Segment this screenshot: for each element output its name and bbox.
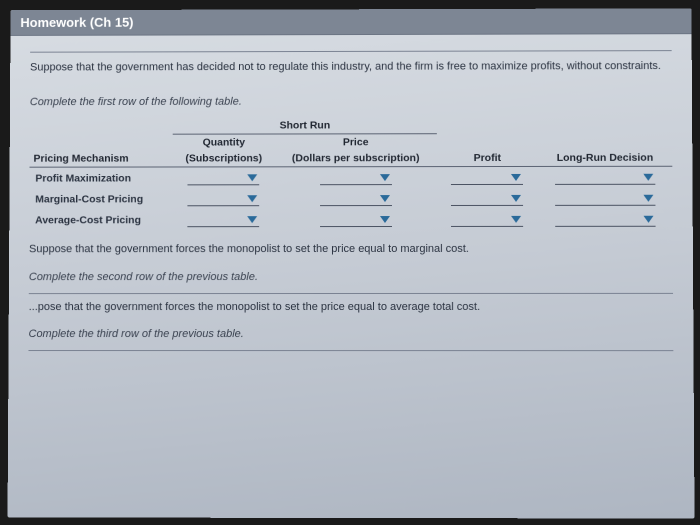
col-qty-sub: (Subscriptions) <box>173 151 275 168</box>
prompt-text-3: ...pose that the government forces the m… <box>29 300 673 314</box>
instruction-1: Complete the first row of the following … <box>30 95 672 108</box>
instruction-3: Complete the third row of the previous t… <box>29 328 674 340</box>
dropdown-lrd-1[interactable] <box>555 191 655 206</box>
chevron-down-icon <box>511 174 521 181</box>
col-mechanism: Pricing Mechanism <box>29 151 173 168</box>
col-qty: Quantity <box>173 134 274 151</box>
dropdown-profit-1[interactable] <box>451 191 523 206</box>
dropdown-price-2[interactable] <box>320 212 392 227</box>
dropdown-qty-1[interactable] <box>188 192 260 207</box>
divider <box>30 50 672 53</box>
dropdown-lrd-0[interactable] <box>555 170 655 185</box>
dropdown-profit-2[interactable] <box>451 212 523 227</box>
chevron-down-icon <box>248 216 258 223</box>
dropdown-price-1[interactable] <box>320 191 392 206</box>
col-price-sub: (Dollars per subscription) <box>275 150 437 167</box>
window-title: Homework (Ch 15) <box>10 8 691 36</box>
chevron-down-icon <box>643 216 653 223</box>
pricing-table: Short Run Quantity Price Pricing Mechani… <box>29 117 673 230</box>
chevron-down-icon <box>511 216 521 223</box>
dropdown-qty-2[interactable] <box>188 212 260 227</box>
dropdown-price-0[interactable] <box>320 170 392 185</box>
divider <box>29 292 673 293</box>
chevron-down-icon <box>380 216 390 223</box>
instruction-2: Complete the second row of the previous … <box>29 270 673 282</box>
row-label-2: Average-Cost Pricing <box>29 210 173 231</box>
chevron-down-icon <box>511 195 521 202</box>
chevron-down-icon <box>380 174 390 181</box>
col-lrd: Long-Run Decision <box>538 150 673 167</box>
chevron-down-icon <box>643 174 653 181</box>
dropdown-profit-0[interactable] <box>451 170 523 185</box>
chevron-down-icon <box>248 174 258 181</box>
dropdown-lrd-2[interactable] <box>555 212 655 227</box>
col-group-shortrun: Short Run <box>173 118 437 135</box>
app-window: Homework (Ch 15) Suppose that the govern… <box>8 8 695 518</box>
chevron-down-icon <box>248 195 258 202</box>
col-profit: Profit <box>437 150 538 167</box>
chevron-down-icon <box>643 195 653 202</box>
prompt-text-2: Suppose that the government forces the m… <box>29 242 673 257</box>
page-content: Suppose that the government has decided … <box>8 34 693 367</box>
col-price: Price <box>275 134 437 151</box>
dropdown-qty-0[interactable] <box>188 171 260 186</box>
prompt-text-1: Suppose that the government has decided … <box>30 59 672 75</box>
row-label-0: Profit Maximization <box>29 167 173 189</box>
row-label-1: Marginal-Cost Pricing <box>29 189 173 210</box>
divider <box>28 350 673 351</box>
chevron-down-icon <box>380 195 390 202</box>
